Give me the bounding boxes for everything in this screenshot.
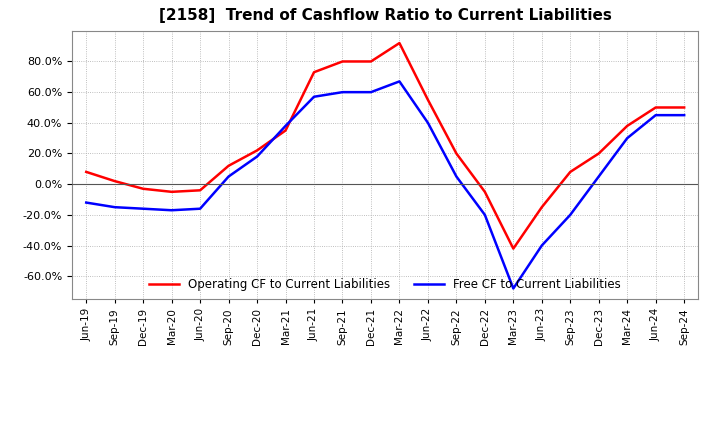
Operating CF to Current Liabilities xyxy=(452,151,461,156)
Operating CF to Current Liabilities xyxy=(82,169,91,175)
Free CF to Current Liabilities xyxy=(110,205,119,210)
Free CF to Current Liabilities xyxy=(652,113,660,118)
Legend: Operating CF to Current Liabilities, Free CF to Current Liabilities: Operating CF to Current Liabilities, Fre… xyxy=(145,274,626,296)
Free CF to Current Liabilities xyxy=(395,79,404,84)
Free CF to Current Liabilities xyxy=(480,212,489,217)
Free CF to Current Liabilities xyxy=(595,174,603,179)
Free CF to Current Liabilities xyxy=(566,212,575,217)
Operating CF to Current Liabilities xyxy=(480,189,489,194)
Operating CF to Current Liabilities xyxy=(139,186,148,191)
Line: Free CF to Current Liabilities: Free CF to Current Liabilities xyxy=(86,81,684,289)
Free CF to Current Liabilities xyxy=(452,174,461,179)
Operating CF to Current Liabilities xyxy=(652,105,660,110)
Operating CF to Current Liabilities xyxy=(167,189,176,194)
Operating CF to Current Liabilities xyxy=(509,246,518,251)
Operating CF to Current Liabilities xyxy=(680,105,688,110)
Free CF to Current Liabilities xyxy=(310,94,318,99)
Free CF to Current Liabilities xyxy=(680,113,688,118)
Free CF to Current Liabilities xyxy=(139,206,148,211)
Operating CF to Current Liabilities xyxy=(423,97,432,103)
Line: Operating CF to Current Liabilities: Operating CF to Current Liabilities xyxy=(86,43,684,249)
Operating CF to Current Liabilities xyxy=(225,163,233,169)
Free CF to Current Liabilities xyxy=(537,243,546,248)
Free CF to Current Liabilities xyxy=(338,89,347,95)
Operating CF to Current Liabilities xyxy=(110,179,119,184)
Free CF to Current Liabilities xyxy=(509,286,518,291)
Operating CF to Current Liabilities xyxy=(282,128,290,133)
Free CF to Current Liabilities xyxy=(253,154,261,159)
Free CF to Current Liabilities xyxy=(623,136,631,141)
Operating CF to Current Liabilities xyxy=(338,59,347,64)
Free CF to Current Liabilities xyxy=(423,120,432,125)
Free CF to Current Liabilities xyxy=(366,89,375,95)
Free CF to Current Liabilities xyxy=(167,208,176,213)
Operating CF to Current Liabilities xyxy=(566,169,575,175)
Free CF to Current Liabilities xyxy=(82,200,91,205)
Operating CF to Current Liabilities xyxy=(623,123,631,128)
Operating CF to Current Liabilities xyxy=(253,148,261,153)
Free CF to Current Liabilities xyxy=(196,206,204,211)
Operating CF to Current Liabilities xyxy=(537,205,546,210)
Operating CF to Current Liabilities xyxy=(366,59,375,64)
Operating CF to Current Liabilities xyxy=(196,188,204,193)
Title: [2158]  Trend of Cashflow Ratio to Current Liabilities: [2158] Trend of Cashflow Ratio to Curren… xyxy=(159,7,611,23)
Operating CF to Current Liabilities xyxy=(310,70,318,75)
Operating CF to Current Liabilities xyxy=(595,151,603,156)
Free CF to Current Liabilities xyxy=(225,174,233,179)
Free CF to Current Liabilities xyxy=(282,123,290,128)
Operating CF to Current Liabilities xyxy=(395,40,404,46)
